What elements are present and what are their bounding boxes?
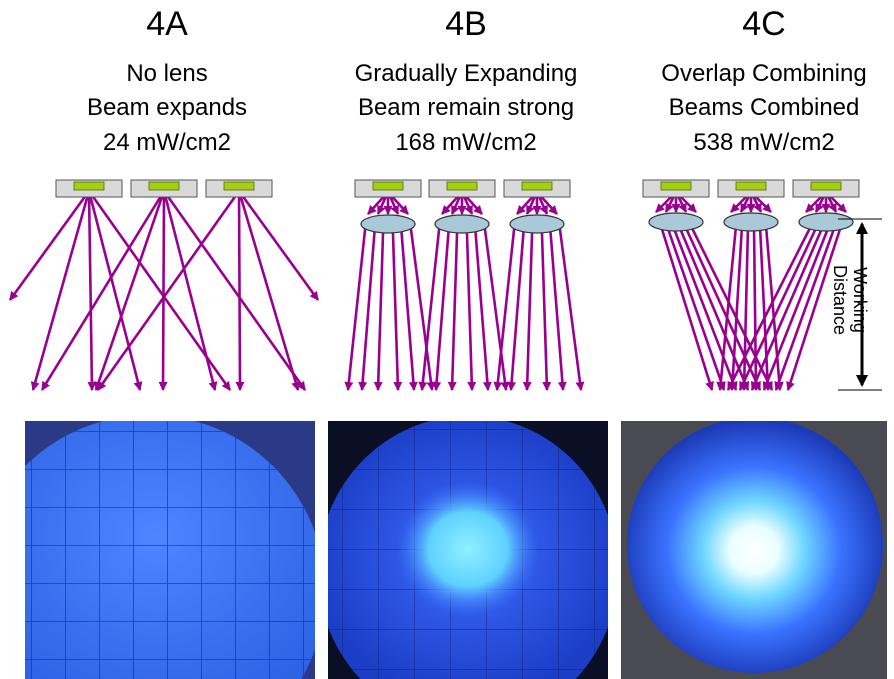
ray-4c-3-5 [774,225,837,391]
ray-4c-2-6 [764,225,784,391]
ray-4c-3-4 [762,225,831,391]
beam-diagram [8,179,882,391]
lens-4b-3 [509,214,565,234]
led-4c-3-chip [810,181,842,191]
led-group [55,179,860,198]
ray-4a-2-3 [158,190,168,391]
ray-4c-1-3 [671,225,738,391]
ray-4a-1-2 [30,190,91,391]
led-4b-3-chip [521,181,553,191]
ray-4c-1-2 [665,225,726,391]
ray-4b-1-5 [399,227,418,391]
ray-4a-1-1 [8,190,91,301]
ray-4b-3-1 [493,227,516,391]
ray-4c-2-1 [716,225,738,391]
led-4a-1-chip [73,181,105,191]
ray-4c-3-1 [726,225,813,391]
ray-4b-2-5 [473,227,492,391]
led-4c-1-chip [660,181,692,191]
ray-4b-1-3 [373,227,385,391]
led-4a-3-chip [223,181,255,191]
ray-4c-2-4 [751,225,761,391]
led-4b-1-chip [372,181,404,191]
photo-4a-image [25,421,315,679]
ray-4a-2-1 [40,190,166,391]
caption-4a-line-3: 24 mW/cm2 [102,129,231,156]
ray-4b-1-4 [391,227,403,391]
caption-4c-line-1: Overlap Combining [661,60,867,87]
working-distance-indicator [838,218,882,391]
ray-4b-3-6 [558,227,585,391]
led-4b-2-chip [446,181,478,191]
caption-4b-line-3: 168 mW/cm2 [395,129,537,156]
caption-4a-line-2: Beam expands [86,94,248,121]
caption-4a-line-1: No lens [126,60,208,87]
photo-4b-image [328,421,608,679]
ray-4b-2-4 [465,227,477,391]
ray-4b-2-3 [447,227,459,391]
ray-4a-2-2 [94,190,166,391]
ray-4b-1-6 [409,227,436,391]
ray-4b-3-3 [522,227,534,391]
caption-4c-line-2: Beams Combined [668,94,860,121]
panel-title-4c: 4C [742,5,786,43]
photo-4c-image [621,421,887,679]
ray-4c-1-6 [689,225,774,391]
lens-4b-1 [360,214,416,234]
photo-4c [621,421,887,679]
led-4c-2-chip [735,181,767,191]
ray-4a-3-3 [237,190,301,391]
ray-4b-3-5 [548,227,567,391]
ray-4b-3-4 [540,227,552,391]
lens-4c-1 [648,212,704,232]
ray-4c-3-6 [786,225,843,391]
ray-4c-2-2 [727,225,744,391]
lens-group [360,212,854,234]
caption-4b-line-2: Beam remain strong [357,94,575,121]
ray-4a-2-4 [162,190,218,391]
lens-4c-2 [723,212,779,232]
ray-4b-2-6 [483,227,510,391]
ray-4a-1-4 [87,190,143,391]
ray-4a-1-3 [87,190,97,391]
ray-4b-1-1 [344,227,367,391]
ray-4c-3-3 [750,225,825,391]
panel-title-4a: 4A [146,5,188,43]
ray-4a-1-5 [87,190,232,391]
ray-4b-3-2 [507,227,526,391]
ray-group [8,190,847,391]
panel-title-4b: 4B [445,5,487,43]
ray-4c-2-3 [739,225,750,391]
photo-4b [328,421,608,679]
ray-4c-3-2 [738,225,819,391]
ray-4c-1-4 [677,225,750,391]
lens-4b-2 [434,214,490,234]
ray-4c-1-1 [659,225,714,391]
ray-4a-3-1 [96,190,241,391]
ray-4b-2-2 [432,227,451,391]
ray-4b-2-1 [418,227,441,391]
ray-4a-3-2 [235,190,245,391]
ray-4b-1-2 [358,227,377,391]
working-distance-label: Working Distance [830,264,870,336]
photo-4a [25,421,315,679]
caption-4b-line-1: Gradually Expanding [354,60,578,87]
ray-4a-3-4 [237,190,320,301]
lens-4c-3 [798,212,854,232]
ray-4c-2-5 [758,225,773,391]
caption-4c-line-3: 538 mW/cm2 [693,129,835,156]
ray-4c-1-5 [683,225,762,391]
led-4a-2-chip [148,181,180,191]
ray-4a-2-5 [162,190,307,391]
